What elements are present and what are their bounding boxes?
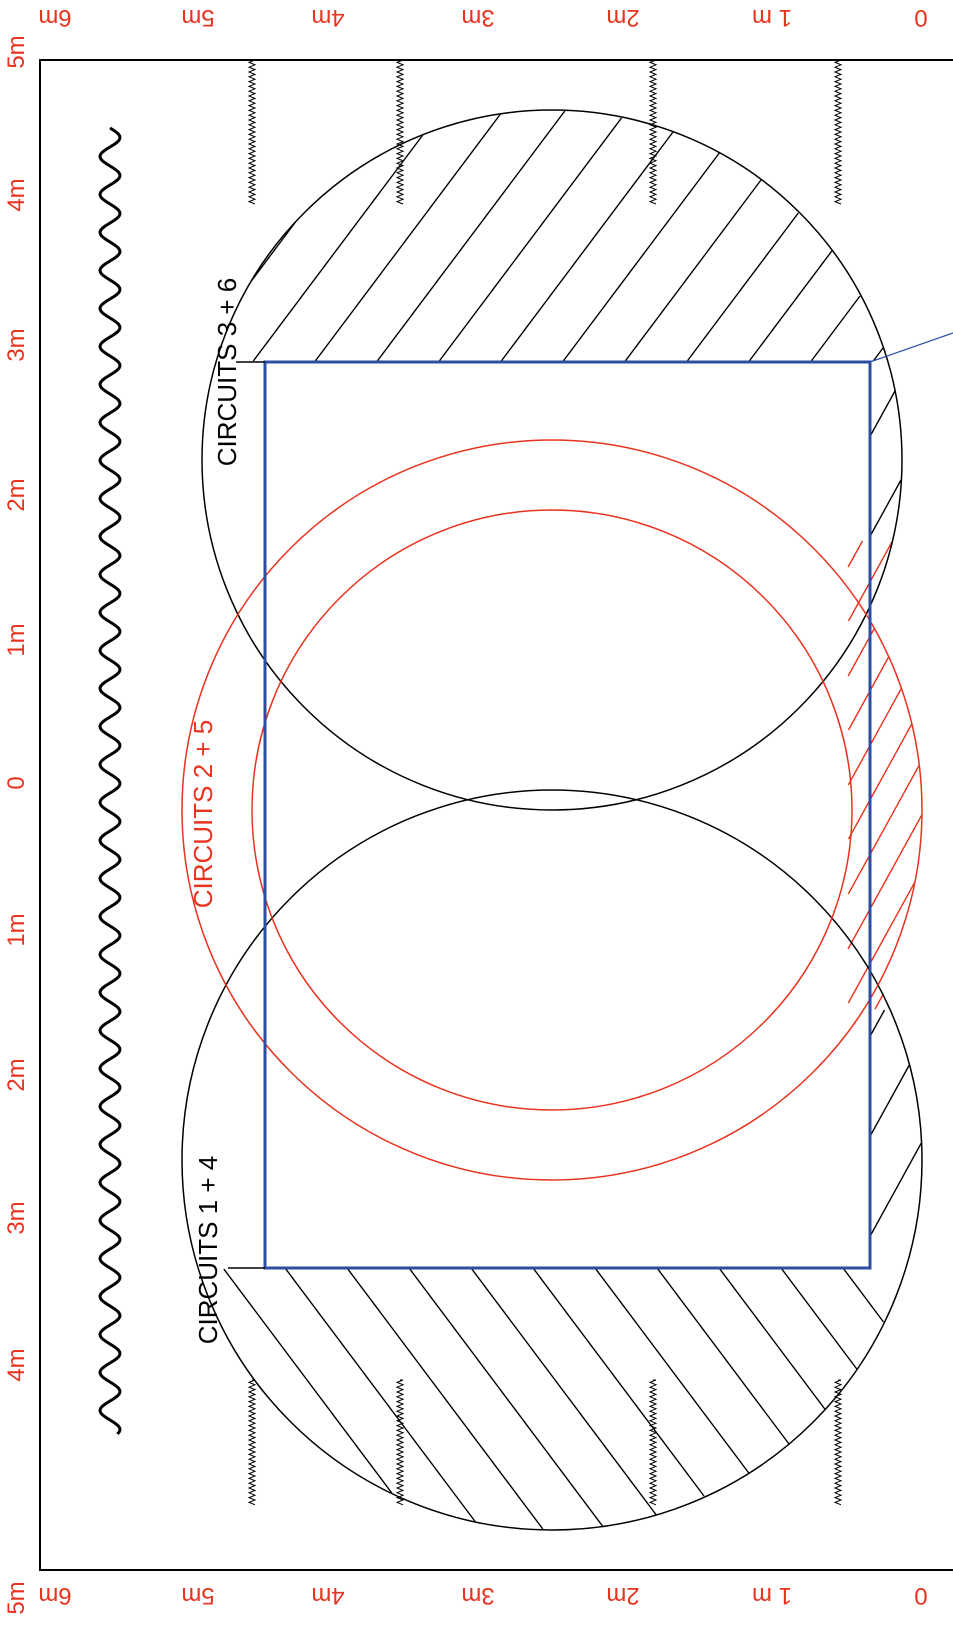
fixture-zigzag: [395, 1379, 405, 1506]
top-scale: 6m 5m 4m 3m 2m 1 m 0: [38, 4, 927, 31]
hatch-line: [869, 479, 902, 537]
hatch-line: [347, 1268, 544, 1530]
left-scale-label: 3m: [3, 328, 30, 361]
top-scale-label: 0: [914, 4, 927, 31]
frame-outline: [39, 59, 953, 1571]
left-scale-label: 0: [3, 776, 30, 789]
label-circuits-2-5: CIRCUITS 2 + 5: [188, 720, 218, 909]
circle-circuits-3-6: [201, 109, 903, 811]
hatch-line: [409, 1268, 604, 1527]
hatch-line: [438, 117, 623, 362]
hatch-line: [223, 1268, 393, 1494]
hatch-line: [847, 540, 864, 568]
hatch-line: [533, 1268, 705, 1497]
label-circuits-1-4: CIRCUITS 1 + 4: [193, 1156, 223, 1345]
bottom-scale: 6m 5m 4m 3m 2m 1 m 0: [38, 1582, 927, 1609]
left-scale-label: 5m: [3, 35, 30, 68]
hatch-line: [872, 347, 884, 362]
hatch-line: [285, 1268, 477, 1523]
bottom-scale-label: 4m: [311, 1582, 344, 1609]
bottom-scale-label: 6m: [38, 1582, 71, 1609]
left-scale: 5m 4m 3m 2m 1m 0 1m 2m 3m 4m 5m: [3, 35, 30, 1614]
bottom-scale-label: 1 m: [752, 1582, 792, 1609]
hatch-line: [562, 152, 720, 362]
hatch-line: [847, 881, 916, 1004]
bottom-scale-label: 3m: [461, 1582, 494, 1609]
hatch-line: [847, 764, 920, 895]
left-scale-label: 5m: [3, 1581, 30, 1614]
hatch-line: [686, 212, 799, 362]
top-scale-label: 1 m: [752, 4, 792, 31]
hatch-line: [500, 131, 674, 362]
hatch-line: [847, 723, 913, 840]
fixture-zigzag: [833, 59, 843, 205]
circle-circuits-1-4: [181, 789, 923, 1531]
top-scale-label: 3m: [461, 4, 494, 31]
top-scale-label: 6m: [38, 4, 71, 31]
left-scale-label: 2m: [3, 478, 30, 511]
hatch-right-red: [847, 540, 923, 1010]
wavy-boundary-line: [98, 126, 122, 1436]
circle-circuits-2-5-inner: [251, 509, 853, 1111]
label-circuits-3-6: CIRCUITS 3 + 6: [212, 278, 242, 467]
left-scale-label: 3m: [3, 1201, 30, 1234]
hatch-line: [252, 134, 424, 362]
left-scale-label: 2m: [3, 1058, 30, 1091]
fixture-zigzag: [395, 59, 405, 205]
rect-leader-line: [869, 332, 953, 363]
hatch-line: [810, 295, 861, 362]
hatch-line: [314, 113, 502, 362]
top-scale-label: 4m: [311, 4, 344, 31]
hatch-line: [843, 1268, 885, 1323]
top-scale-label: 2m: [606, 4, 639, 31]
hatch-top: [250, 110, 884, 362]
bottom-scale-label: 2m: [606, 1582, 639, 1609]
circle-circuits-2-5-outer: [181, 439, 923, 1181]
left-scale-label: 4m: [3, 178, 30, 211]
hatch-line: [657, 1268, 790, 1445]
hatch-line: [869, 1009, 886, 1037]
hatch-line: [471, 1268, 657, 1516]
bottom-scale-label: 5m: [181, 1582, 214, 1609]
room-rectangle: [263, 360, 872, 1270]
hatch-line: [869, 1142, 922, 1237]
hatch-line: [869, 1064, 910, 1137]
fixture-zigzag: [247, 1379, 257, 1506]
fixture-zigzag: [648, 59, 658, 205]
hatch-line: [250, 221, 297, 282]
left-scale-label: 1m: [3, 913, 30, 946]
fixture-zigzag: [648, 1379, 658, 1506]
top-scale-label: 5m: [181, 4, 214, 31]
fixture-zigzags: [247, 59, 843, 1506]
hatch-line: [869, 390, 896, 437]
hatch-bottom: [223, 1268, 885, 1530]
hatch-right-black: [869, 390, 922, 1237]
hatch-line: [719, 1268, 826, 1410]
hatch-line: [847, 688, 902, 786]
bottom-scale-label: 0: [914, 1582, 927, 1609]
hatch-line: [874, 994, 884, 1010]
left-scale-label: 4m: [3, 1348, 30, 1381]
hatch-line: [748, 250, 833, 362]
hatch-line: [376, 110, 566, 362]
hatch-line: [624, 179, 762, 362]
hatch-line: [595, 1268, 750, 1474]
fixture-zigzag: [833, 1379, 843, 1506]
fixture-zigzag: [247, 59, 257, 205]
hatch-line: [847, 814, 923, 950]
hatch-line: [781, 1268, 858, 1370]
left-scale-label: 1m: [3, 623, 30, 656]
